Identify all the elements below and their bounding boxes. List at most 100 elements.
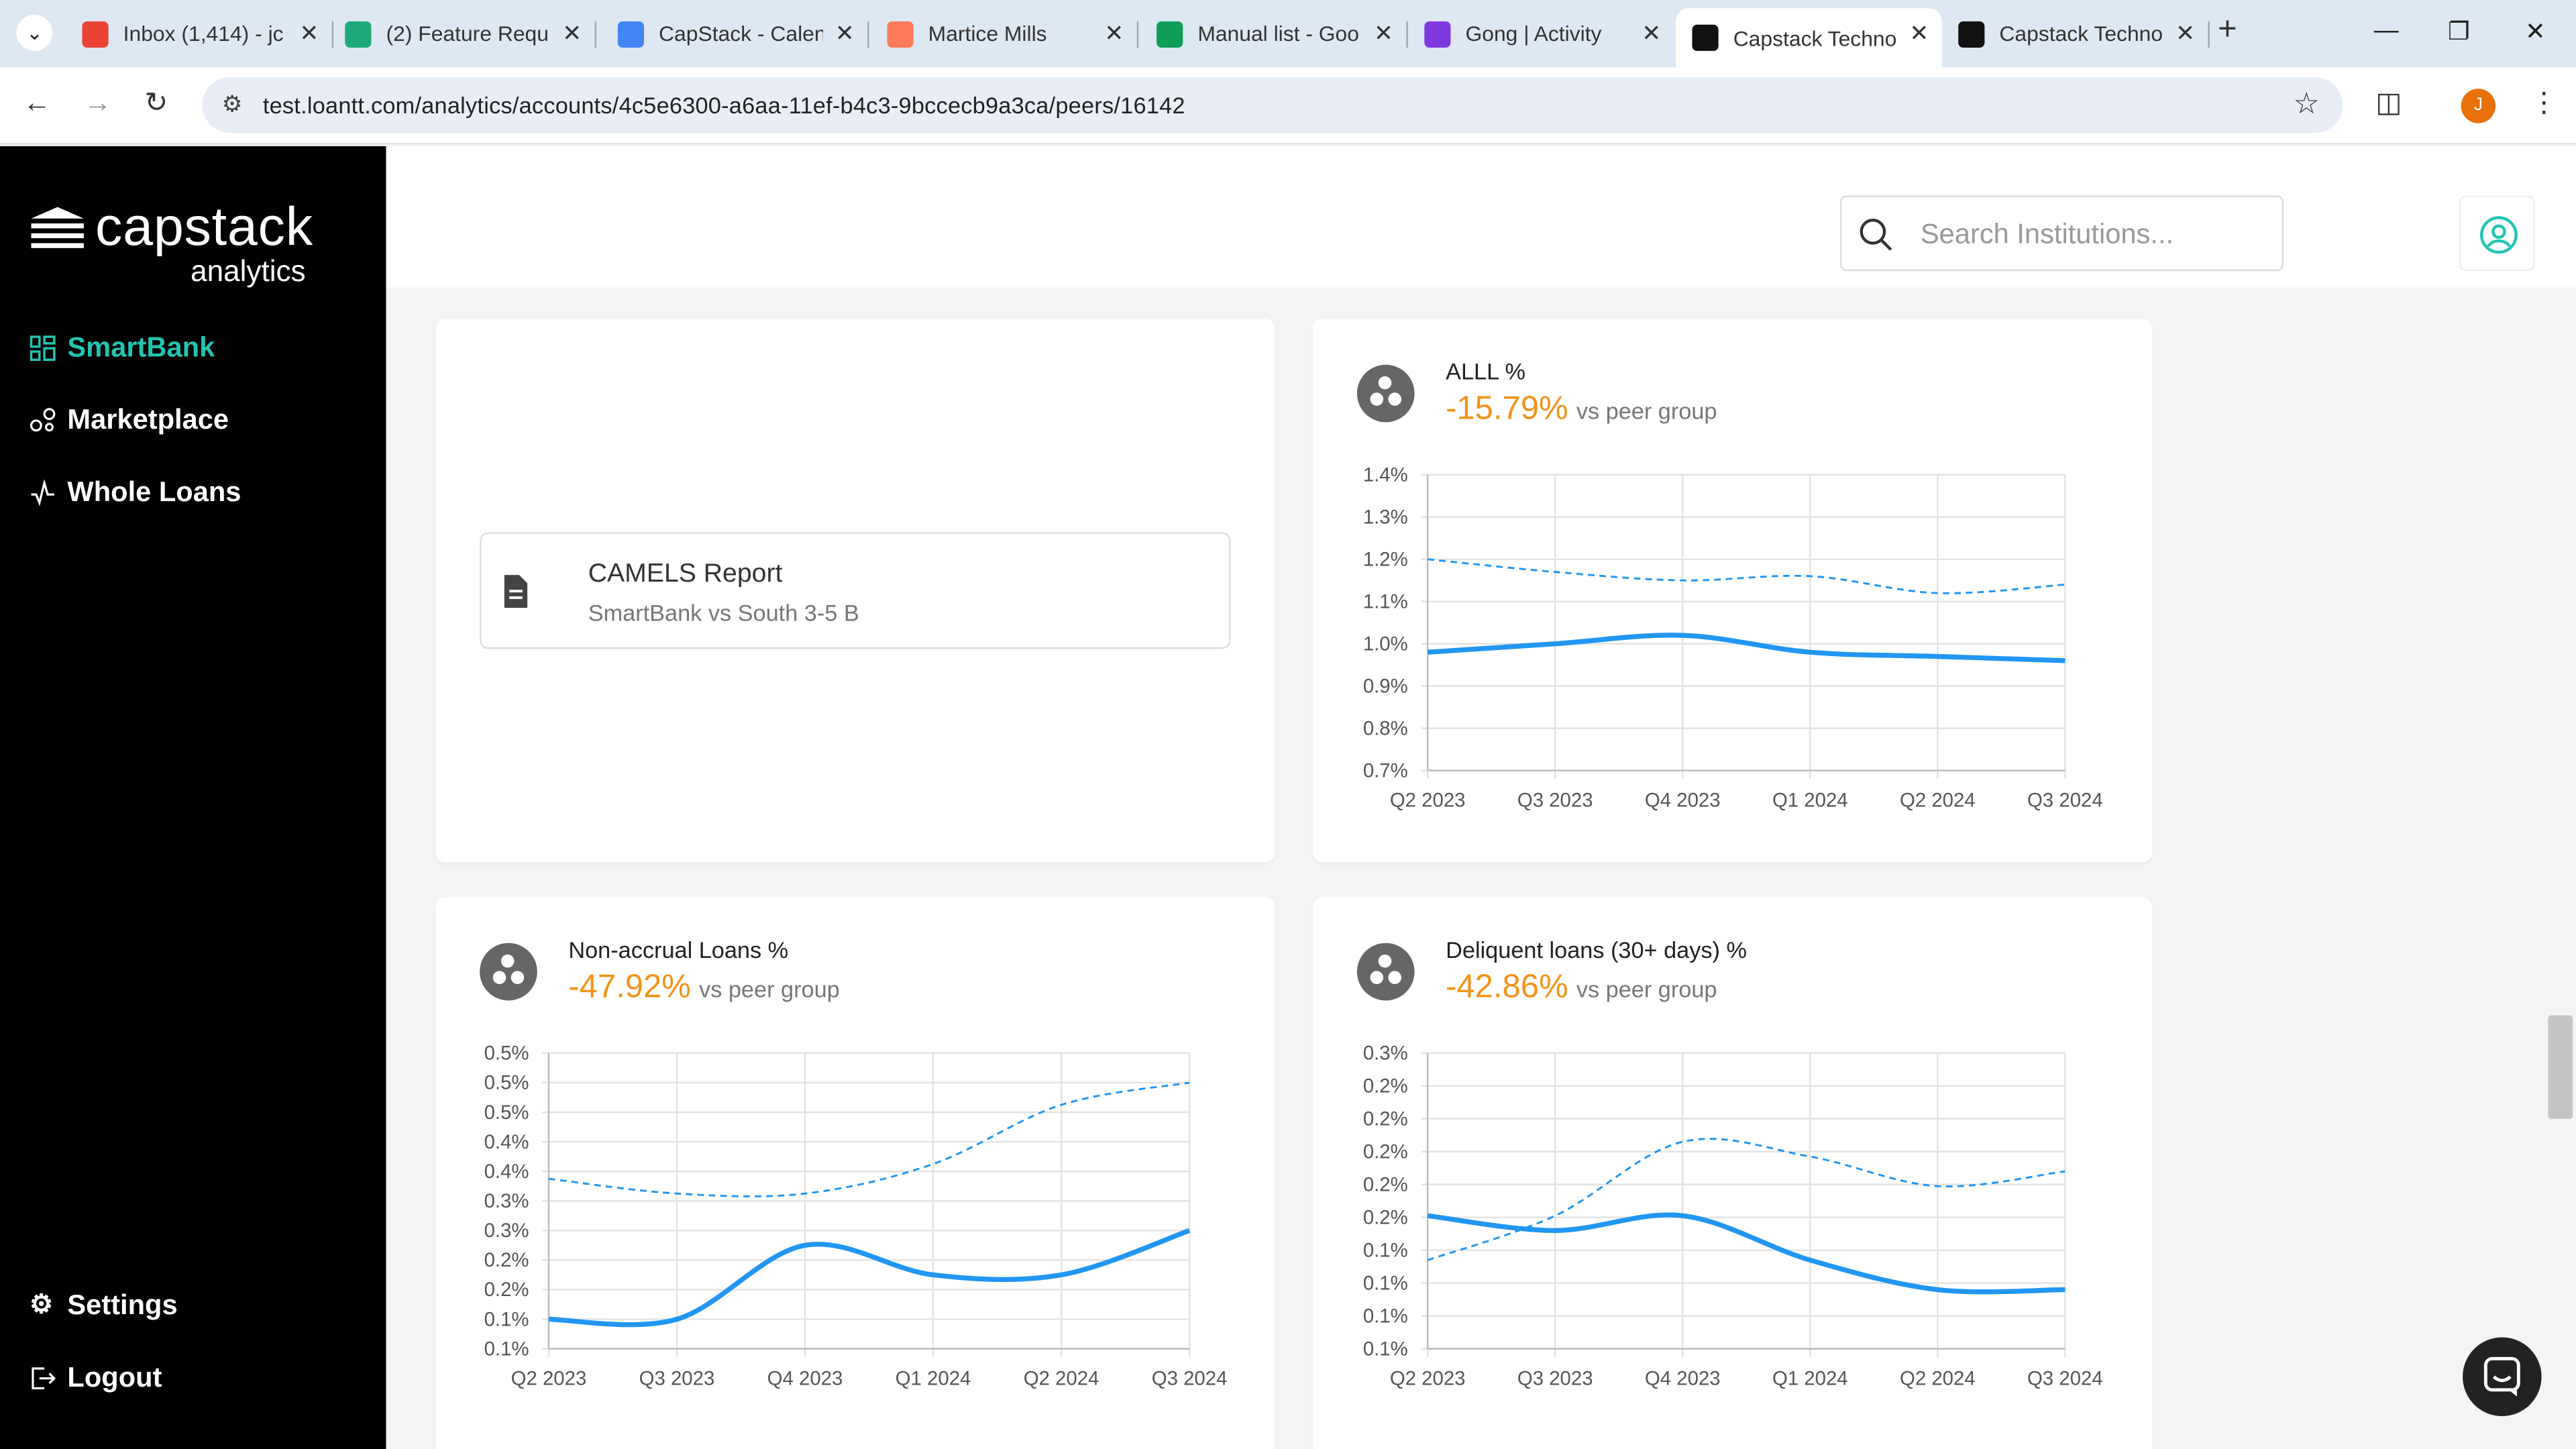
- x-tick-label: Q1 2024: [1772, 789, 1848, 811]
- browser-tab[interactable]: (2) Feature Requ ✕: [329, 8, 596, 59]
- browser-tab[interactable]: Capstack Techno ✕: [1942, 8, 2210, 59]
- hubspot-icon: [887, 20, 914, 47]
- y-tick-label: 0.2%: [1363, 1174, 1408, 1196]
- tab-title: (2) Feature Requ: [386, 21, 549, 46]
- tab-separator: [2208, 21, 2210, 48]
- camels-report-card: CAMELS Report SmartBank vs South 3-5 B: [435, 319, 1275, 863]
- search-icon: [1860, 218, 1892, 251]
- y-tick-label: 0.2%: [1363, 1207, 1408, 1229]
- sidebar-item-smartbank[interactable]: SmartBank: [30, 332, 215, 365]
- metric-suffix: vs peer group: [699, 975, 840, 1002]
- metric-delta: -15.79% vs peer group: [1446, 391, 1717, 429]
- top-bar: Search Institutions...: [386, 146, 2576, 288]
- tab-close-icon[interactable]: ✕: [299, 19, 319, 46]
- sidebar-item-settings[interactable]: ⚙ Settings: [30, 1289, 178, 1322]
- main-content: Search Institutions... CAMELS Report Sma…: [386, 146, 2576, 1449]
- tab-close-icon[interactable]: ✕: [1909, 19, 1929, 46]
- metric-delta: -42.86% vs peer group: [1446, 969, 1717, 1007]
- non-accrual-metric-card: Non-accrual Loans % -47.92% vs peer group…: [435, 897, 1275, 1449]
- tab-close-icon[interactable]: ✕: [1642, 19, 1661, 46]
- sidebar-item-logout[interactable]: Logout: [30, 1362, 162, 1395]
- y-tick-label: 0.1%: [1363, 1338, 1408, 1360]
- y-tick-label: 0.1%: [1363, 1239, 1408, 1261]
- search-institutions-input[interactable]: Search Institutions...: [1839, 195, 2284, 272]
- profile-avatar[interactable]: J: [2461, 89, 2496, 123]
- reload-icon[interactable]: ↻: [144, 87, 168, 119]
- tab-close-icon[interactable]: ✕: [1374, 19, 1393, 46]
- metric-title: ALLL %: [1446, 358, 1525, 385]
- minimize-icon[interactable]: —: [2373, 16, 2399, 45]
- metric-title: Non-accrual Loans %: [568, 936, 789, 963]
- x-tick-label: Q1 2024: [1772, 1368, 1848, 1390]
- document-icon: [504, 575, 528, 608]
- gmail-icon: [82, 20, 109, 47]
- new-tab-button[interactable]: +: [2218, 11, 2237, 48]
- extensions-icon[interactable]: ◫: [2375, 87, 2402, 119]
- peer-group-series-line: [1428, 558, 2065, 594]
- y-tick-label: 0.2%: [484, 1249, 529, 1271]
- sidebar-item-whole-loans[interactable]: Whole Loans: [30, 476, 241, 509]
- restore-icon[interactable]: ❐: [2448, 17, 2470, 46]
- alll-metric-card: ALLL % -15.79% vs peer group 1.4% 1.3% 1.2%…: [1312, 319, 2153, 863]
- y-tick-label: 0.5%: [484, 1072, 529, 1094]
- y-tick-label: 0.4%: [484, 1161, 529, 1183]
- x-tick-label: Q3 2024: [2027, 1368, 2103, 1390]
- chat-icon: [2483, 1356, 2520, 1397]
- tab-separator: [867, 21, 869, 48]
- tab-search-dropdown[interactable]: ⌄: [16, 15, 53, 51]
- search-placeholder: Search Institutions...: [1920, 218, 2174, 250]
- tab-separator: [331, 21, 334, 48]
- browser-tab[interactable]: Capstack Techno ✕: [1675, 8, 1942, 68]
- browser-tab[interactable]: Manual list - Goo ✕: [1140, 8, 1408, 59]
- metric-value: -47.92%: [568, 969, 691, 1006]
- alll-line-chart: 1.4% 1.3% 1.2% 1.1% 1.0% 0.9% 0.8% 0.7% Q2 2023 Q…: [1363, 464, 2103, 812]
- close-window-icon[interactable]: ✕: [2525, 17, 2546, 46]
- user-account-button[interactable]: [2459, 195, 2535, 272]
- chat-support-button[interactable]: [2463, 1337, 2542, 1417]
- tab-close-icon[interactable]: ✕: [835, 19, 855, 46]
- x-tick-label: Q4 2023: [767, 1368, 843, 1390]
- page-scrollbar-thumb[interactable]: [2548, 1015, 2573, 1119]
- y-tick-label: 1.1%: [1363, 590, 1408, 612]
- forward-icon[interactable]: →: [83, 87, 112, 119]
- x-tick-label: Q2 2023: [1390, 789, 1466, 811]
- tab-close-icon[interactable]: ✕: [1104, 19, 1124, 46]
- gong-icon: [1424, 20, 1451, 47]
- browser-tab[interactable]: Inbox (1,414) - jc ✕: [66, 8, 334, 59]
- sidebar: capstack analytics SmartBank Marketplace…: [0, 146, 386, 1449]
- address-bar[interactable]: ⚙ test.loantt.com/analytics/accounts/4c5…: [202, 77, 2343, 133]
- browser-tab[interactable]: CapStack - Calen ✕: [601, 8, 869, 59]
- x-tick-label: Q2 2024: [1900, 789, 1976, 811]
- activity-icon: [31, 480, 54, 506]
- tab-close-icon[interactable]: ✕: [2176, 19, 2195, 46]
- tab-close-icon[interactable]: ✕: [562, 19, 582, 46]
- sidebar-item-label: Whole Loans: [67, 476, 241, 508]
- camels-report-link[interactable]: CAMELS Report SmartBank vs South 3-5 B: [480, 532, 1231, 649]
- y-tick-label: 0.2%: [484, 1279, 529, 1301]
- calendar-icon: [617, 20, 645, 47]
- browser-menu-icon[interactable]: ⋮: [2530, 87, 2559, 119]
- sidebar-item-marketplace[interactable]: Marketplace: [30, 404, 229, 437]
- peer-group-series-line: [1427, 1138, 2065, 1261]
- y-tick-label: 0.3%: [1363, 1042, 1408, 1065]
- tab-title: Capstack Techno: [1733, 25, 1897, 50]
- site-settings-icon[interactable]: ⚙: [221, 90, 243, 117]
- bank-series-line: [1427, 633, 2065, 663]
- peer-group-icon: [1356, 943, 1415, 1001]
- back-icon[interactable]: ←: [23, 87, 51, 119]
- browser-tab[interactable]: Martice Mills ✕: [871, 8, 1139, 59]
- tab-title: Capstack Techno: [1999, 21, 2163, 46]
- y-tick-label: 1.4%: [1363, 464, 1408, 486]
- sheets-icon: [1157, 20, 1183, 47]
- gear-icon: ⚙: [30, 1291, 54, 1320]
- browser-tab[interactable]: Gong | Activity ✕: [1408, 8, 1674, 59]
- bank-series-line: [548, 1228, 1191, 1328]
- dashboard-icon: [30, 335, 56, 362]
- non-accrual-line-chart: 0.5% 0.5% 0.5% 0.4% 0.4% 0.3% 0.3% 0.2% 0.2% 0.1%…: [484, 1042, 1228, 1390]
- y-tick-label: 0.1%: [1363, 1305, 1408, 1327]
- y-tick-label: 1.0%: [1363, 633, 1408, 655]
- bookmark-star-icon[interactable]: ☆: [2293, 87, 2320, 120]
- peer-group-series-line: [548, 1081, 1190, 1197]
- sidebar-item-label: Settings: [67, 1289, 178, 1321]
